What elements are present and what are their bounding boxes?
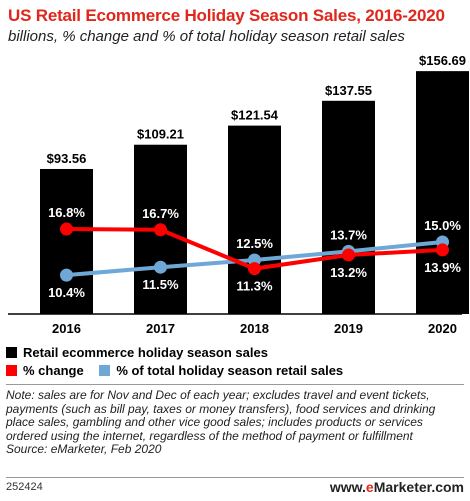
- change-point-2019: [342, 248, 355, 262]
- legend-item-share: % of total holiday season retail sales: [99, 363, 343, 378]
- legend-label-share: % of total holiday season retail sales: [116, 363, 344, 378]
- change-point-2018: [248, 262, 261, 276]
- legend-swatch-sales: [6, 347, 17, 358]
- change-point-2016: [60, 222, 73, 236]
- change-point-2017: [154, 223, 167, 237]
- bar-2019: [322, 100, 375, 314]
- change-label-2017: 16.7%: [142, 206, 179, 221]
- bar-label-2017: $109.21: [137, 127, 184, 142]
- x-tick-label-2017: 2017: [146, 321, 175, 336]
- change-label-2020: 13.9%: [424, 260, 461, 275]
- x-tick-label-2019: 2019: [334, 321, 363, 336]
- x-tick-label-2020: 2020: [428, 321, 457, 336]
- share-label-2020: 15.0%: [424, 218, 461, 233]
- emarketer-logo[interactable]: www.eMarketer.com: [329, 479, 464, 495]
- legend-row-1: Retail ecommerce holiday season sales: [6, 345, 280, 361]
- share-label-2016: 10.4%: [48, 285, 85, 300]
- change-label-2019: 13.2%: [330, 265, 367, 280]
- legend-label-sales: Retail ecommerce holiday season sales: [23, 345, 268, 360]
- bar-2016: [40, 168, 93, 314]
- change-point-2020: [436, 243, 449, 257]
- x-tick-label-2016: 2016: [52, 321, 81, 336]
- note-text: Note: sales are for Nov and Dec of each …: [6, 388, 436, 443]
- legend-label-change: % change: [23, 363, 84, 378]
- share-point-2016: [60, 268, 73, 282]
- share-label-2017: 11.5%: [142, 277, 179, 292]
- chart-subtitle: billions, % change and % of total holida…: [8, 28, 405, 45]
- legend-item-change: % change: [6, 363, 84, 378]
- chart-plot: $93.56 $109.21 $121.54 $137.55 $156.69 16.8% 1…: [8, 53, 469, 336]
- footnote: Note: sales are for Nov and Dec of each …: [6, 388, 464, 457]
- bar-2018: [228, 125, 281, 314]
- legend-swatch-share: [99, 365, 111, 376]
- share-point-2017: [154, 260, 167, 274]
- x-tick-label-2018: 2018: [240, 321, 269, 336]
- share-label-2018: 12.5%: [236, 236, 273, 251]
- change-label-2018: 11.3%: [236, 279, 273, 294]
- bar-label-2020: $156.69: [419, 53, 466, 68]
- change-label-2016: 16.8%: [48, 205, 85, 220]
- legend-item-sales: Retail ecommerce holiday season sales: [6, 345, 268, 360]
- source-text: Source: eMarketer, Feb 2020: [6, 442, 162, 456]
- bar-label-2016: $93.56: [47, 151, 87, 166]
- divider-footer: [6, 477, 464, 478]
- bar-2020: [416, 71, 469, 315]
- footer-id: 252424: [6, 481, 43, 493]
- divider: [6, 384, 464, 385]
- chart-title: US Retail Ecommerce Holiday Season Sales…: [8, 6, 445, 25]
- legend-swatch-change: [6, 365, 17, 376]
- bar-label-2018: $121.54: [231, 108, 279, 123]
- legend-row-2: % change % of total holiday season retai…: [6, 363, 355, 379]
- bar-label-2019: $137.55: [325, 83, 372, 98]
- share-label-2019: 13.7%: [330, 227, 367, 242]
